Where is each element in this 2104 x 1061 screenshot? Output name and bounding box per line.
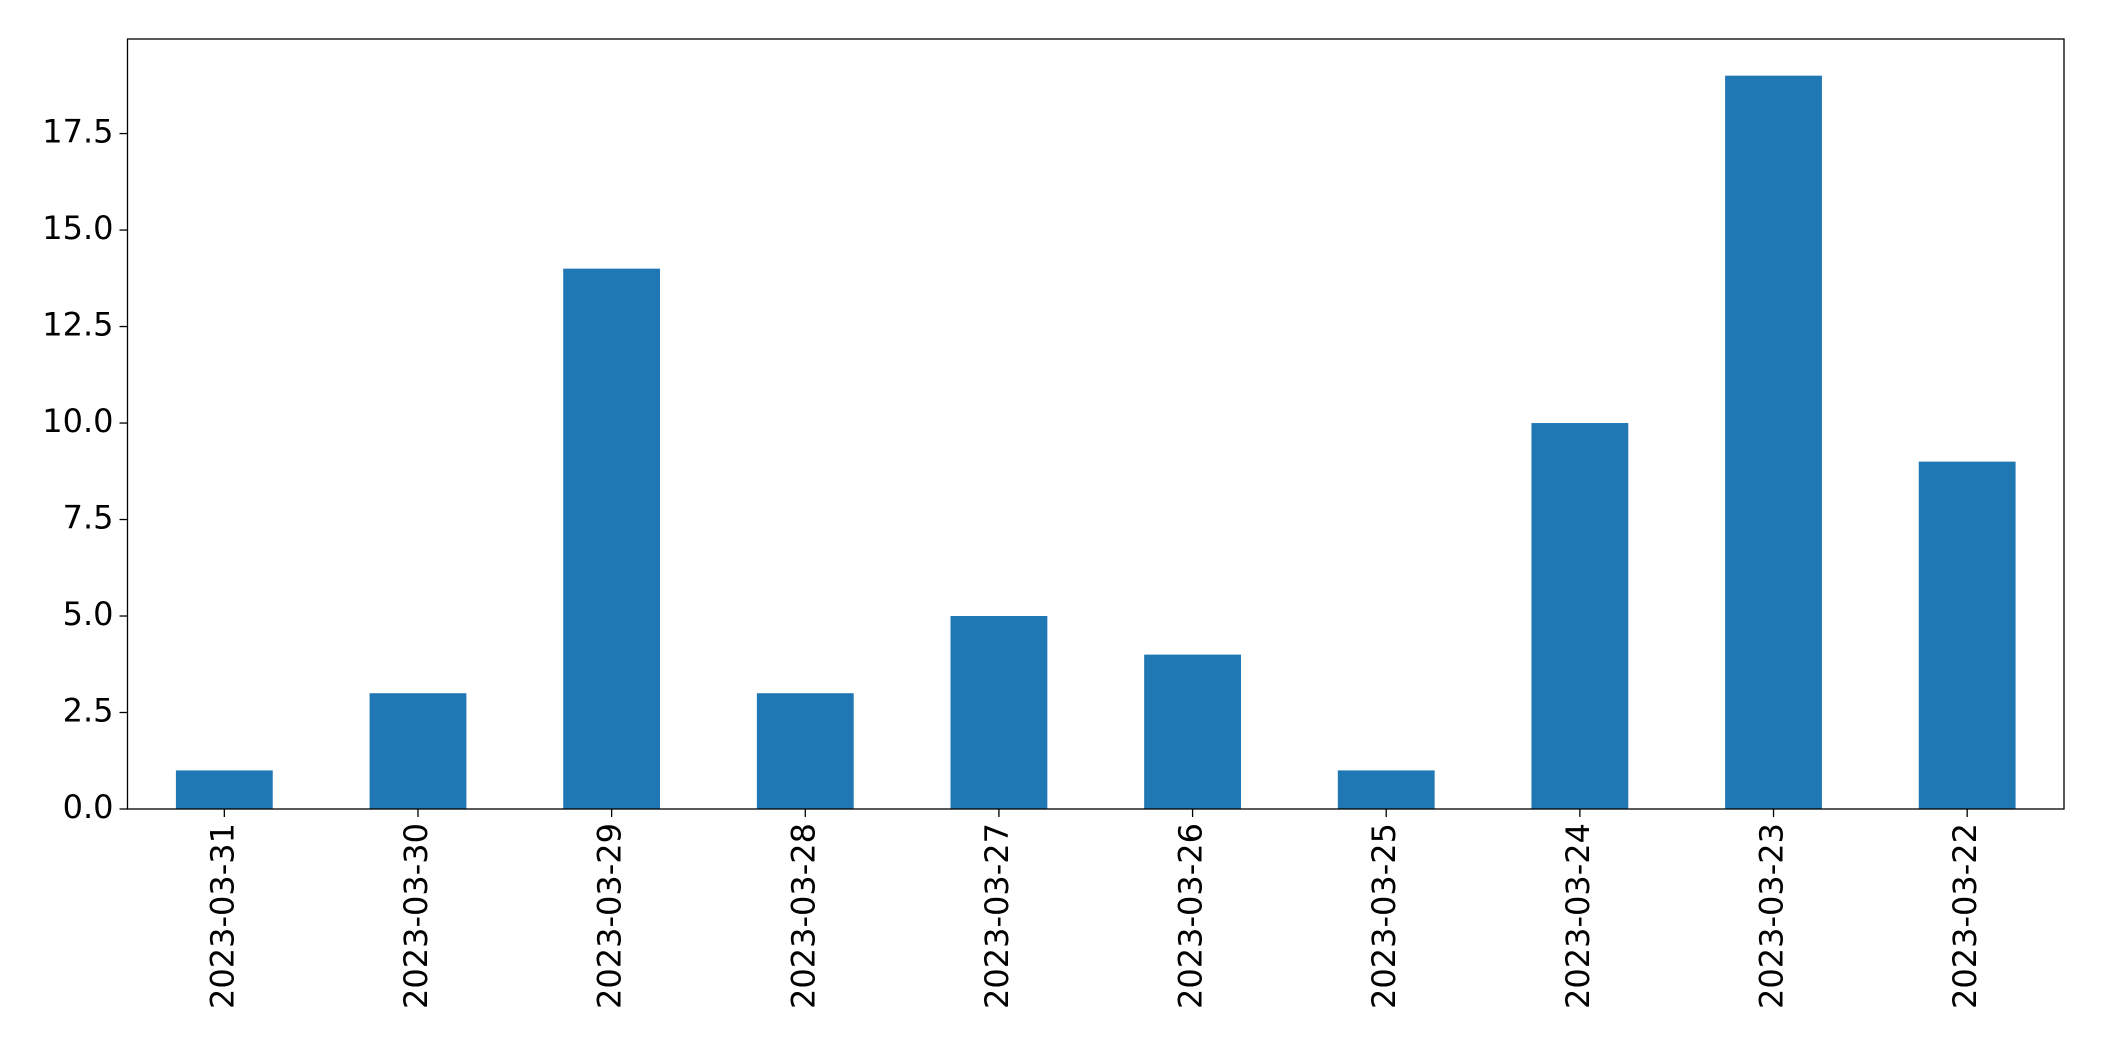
bar	[950, 616, 1048, 809]
y-tick-label: 7.5	[63, 499, 114, 537]
bar	[1337, 770, 1435, 809]
x-tick-label: 2023-03-31	[203, 823, 241, 1009]
x-tick-label: 2023-03-24	[1559, 823, 1597, 1009]
bar	[1725, 75, 1822, 809]
x-tick-label: 2023-03-27	[978, 823, 1016, 1009]
x-tick-label: 2023-03-23	[1753, 823, 1791, 1009]
x-tick-label: 2023-03-26	[1172, 823, 1210, 1009]
x-tick-label: 2023-03-28	[784, 823, 822, 1009]
bar	[563, 268, 661, 809]
bar	[756, 693, 854, 809]
x-tick-label: 2023-03-29	[591, 823, 629, 1009]
bar	[1531, 423, 1629, 809]
y-tick-label: 12.5	[42, 306, 113, 344]
x-tick-label: 2023-03-25	[1365, 823, 1403, 1009]
y-tick-label: 2.5	[63, 692, 114, 730]
y-tick-label: 10.0	[42, 402, 113, 440]
y-tick-label: 5.0	[63, 595, 114, 633]
x-tick-label: 2023-03-30	[397, 823, 435, 1009]
bar	[1144, 654, 1241, 809]
bar	[369, 693, 467, 809]
bar	[1918, 461, 2016, 809]
bar	[175, 770, 273, 809]
x-tick-label: 2023-03-22	[1946, 823, 1984, 1009]
plot-frame	[126, 38, 2065, 810]
y-tick-label: 15.0	[42, 209, 113, 247]
y-tick-label: 0.0	[63, 788, 114, 826]
y-tick-label: 17.5	[42, 113, 113, 151]
